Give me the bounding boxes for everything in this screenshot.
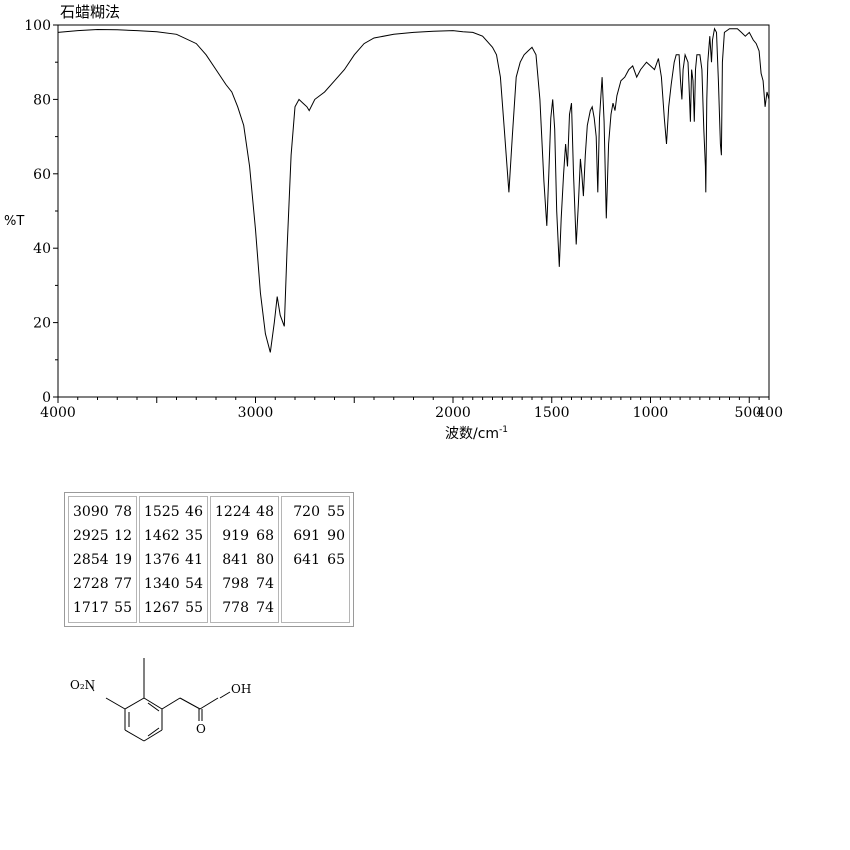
peak-transmittance: 55 [327,504,345,520]
x-tick-label: 3000 [238,405,274,421]
peak-wavenumber: 641 [293,552,320,568]
carbonyl-oxygen-label: O [196,722,206,736]
peak-wavenumber: 691 [293,528,320,544]
peak-wavenumber: 720 [293,504,320,520]
peak-table-column: 1525 46 1462 35 1376 41 1340 54 1267 55 [139,496,208,623]
peak-transmittance: 74 [256,576,274,592]
peak-wavenumber: 1224 [215,504,251,520]
nitro-group-label: O₂N [70,678,95,692]
peak-entry: 1376 41 [144,548,203,572]
peak-entry: 1525 46 [144,500,203,524]
peak-wavenumber: 1462 [144,528,180,544]
peak-entry: 1267 55 [144,596,203,620]
peak-wavenumber: 1525 [144,504,180,520]
y-axis-ticks: 0 20 40 60 80 100 [24,18,58,406]
y-tick-label: 60 [33,167,51,183]
x-axis-label-text: 波数/cm [445,426,499,442]
peak-transmittance: 74 [256,600,274,616]
peak-transmittance: 65 [327,552,345,568]
peak-transmittance: 46 [185,504,203,520]
peak-transmittance: 77 [114,576,132,592]
peak-entry: 841 80 [215,548,274,572]
y-tick-label: 20 [33,316,51,332]
y-tick-label: 40 [33,241,51,257]
y-tick-label: 80 [33,92,51,108]
peak-entry: 2728 77 [73,572,132,596]
peak-entry: 691 90 [286,524,345,548]
peak-transmittance: 35 [185,528,203,544]
x-tick-label: 500 [735,405,762,421]
peak-wavenumber: 919 [222,528,249,544]
ir-spectrum-chart: 石蜡糊法 %T 0 20 40 60 80 100 4000 3000 2000 1500 100… [4,3,783,442]
peak-transmittance: 90 [327,528,345,544]
peak-wavenumber: 798 [222,576,249,592]
x-tick-label: 1500 [534,405,570,421]
spectrum-line [57,27,770,353]
x-tick-label: 4000 [40,405,76,421]
peak-entry: 1717 55 [73,596,132,620]
peak-transmittance: 54 [185,576,203,592]
peak-wavenumber: 841 [222,552,249,568]
peak-wavenumber: 2728 [73,576,109,592]
chart-title: 石蜡糊法 [60,3,120,21]
x-tick-label: 1000 [633,405,669,421]
y-tick-label: 0 [42,390,51,406]
peak-wavenumber: 2854 [73,552,109,568]
peak-transmittance: 80 [256,552,274,568]
peak-table: 3090 78 2925 12 2854 19 2728 77 1717 55 1525 46 1462… [64,492,354,627]
peak-wavenumber: 2925 [73,528,109,544]
peak-transmittance: 78 [114,504,132,520]
x-axis-label-superscript: -1 [499,425,508,435]
peak-entry: 720 55 [286,500,345,524]
peak-transmittance: 55 [114,600,132,616]
peak-wavenumber: 1376 [144,552,180,568]
peak-entry: 2854 19 [73,548,132,572]
peak-transmittance: 19 [114,552,132,568]
peak-table-row: 3090 78 2925 12 2854 19 2728 77 1717 55 1525 46 1462… [68,496,350,623]
peak-entry: 1462 35 [144,524,203,548]
peak-entry: 2925 12 [73,524,132,548]
peak-transmittance: 48 [256,504,274,520]
peak-transmittance: 41 [185,552,203,568]
peak-entry: 778 74 [215,596,274,620]
x-axis-label: 波数/cm-1 [445,425,508,442]
y-axis-label: %T [4,214,24,229]
peak-entry: 919 68 [215,524,274,548]
x-tick-label: 400 [756,405,783,421]
y-tick-label: 100 [24,18,51,34]
peak-entry: 1340 54 [144,572,203,596]
peak-transmittance: 68 [256,528,274,544]
peak-entry: 3090 78 [73,500,132,524]
peak-entry: 798 74 [215,572,274,596]
peak-table-column: 1224 48 919 68 841 80 798 74 778 74 [210,496,279,623]
peak-wavenumber: 3090 [73,504,109,520]
chemical-structure: O₂N OH O [70,658,251,742]
peak-table-column: 720 55 691 90 641 65 [281,496,350,623]
peak-wavenumber: 1340 [144,576,180,592]
peak-wavenumber: 1267 [144,600,180,616]
peak-wavenumber: 1717 [73,600,109,616]
plot-frame [57,24,770,398]
x-tick-label: 2000 [435,405,471,421]
peak-transmittance: 55 [185,600,203,616]
hydroxyl-label: OH [231,682,251,696]
peak-wavenumber: 778 [222,600,249,616]
peak-transmittance: 12 [114,528,132,544]
peak-entry: 641 65 [286,548,345,572]
peak-table-column: 3090 78 2925 12 2854 19 2728 77 1717 55 [68,496,137,623]
peak-entry: 1224 48 [215,500,274,524]
